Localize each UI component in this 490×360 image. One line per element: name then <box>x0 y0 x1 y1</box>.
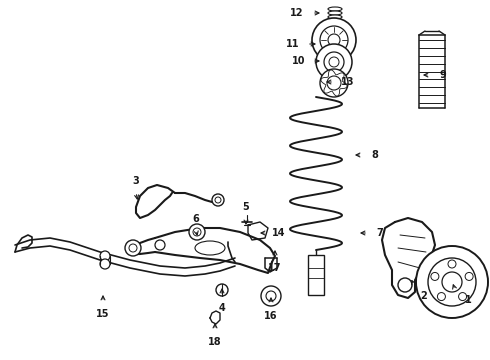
Circle shape <box>442 272 462 292</box>
Text: 12: 12 <box>290 8 304 18</box>
Text: 17: 17 <box>268 263 282 273</box>
Circle shape <box>327 76 341 90</box>
Circle shape <box>328 34 340 46</box>
Text: 9: 9 <box>440 70 446 80</box>
Ellipse shape <box>328 11 342 15</box>
Text: 6: 6 <box>193 214 199 224</box>
Circle shape <box>431 273 439 280</box>
Text: 2: 2 <box>420 291 427 301</box>
Text: 11: 11 <box>286 39 300 49</box>
Text: 5: 5 <box>243 202 249 212</box>
Circle shape <box>212 194 224 206</box>
Text: 3: 3 <box>133 176 139 186</box>
Circle shape <box>215 197 221 203</box>
Ellipse shape <box>328 15 342 19</box>
Text: 8: 8 <box>371 150 378 160</box>
Text: 18: 18 <box>208 337 222 347</box>
Circle shape <box>416 246 488 318</box>
Circle shape <box>266 291 276 301</box>
Bar <box>308 255 324 295</box>
Text: 13: 13 <box>341 77 355 87</box>
Circle shape <box>100 259 110 269</box>
Circle shape <box>398 278 412 292</box>
Circle shape <box>193 228 201 236</box>
Circle shape <box>324 52 344 72</box>
Circle shape <box>465 273 473 280</box>
Text: 10: 10 <box>292 56 306 66</box>
Ellipse shape <box>328 7 342 11</box>
Circle shape <box>129 244 137 252</box>
Text: 1: 1 <box>465 295 471 305</box>
Circle shape <box>316 44 352 80</box>
Text: 7: 7 <box>377 228 383 238</box>
Circle shape <box>459 293 466 301</box>
Circle shape <box>320 26 348 54</box>
Circle shape <box>448 260 456 268</box>
Text: 14: 14 <box>272 228 286 238</box>
Ellipse shape <box>195 241 225 255</box>
Circle shape <box>329 57 339 67</box>
Circle shape <box>125 240 141 256</box>
Circle shape <box>189 224 205 240</box>
Text: 4: 4 <box>219 303 225 313</box>
Circle shape <box>155 240 165 250</box>
Text: 15: 15 <box>96 309 110 319</box>
Circle shape <box>261 286 281 306</box>
Circle shape <box>312 18 356 62</box>
Text: 16: 16 <box>264 311 278 321</box>
Circle shape <box>216 284 228 296</box>
Circle shape <box>320 69 348 97</box>
Circle shape <box>428 258 476 306</box>
Circle shape <box>100 251 110 261</box>
Circle shape <box>438 293 445 301</box>
